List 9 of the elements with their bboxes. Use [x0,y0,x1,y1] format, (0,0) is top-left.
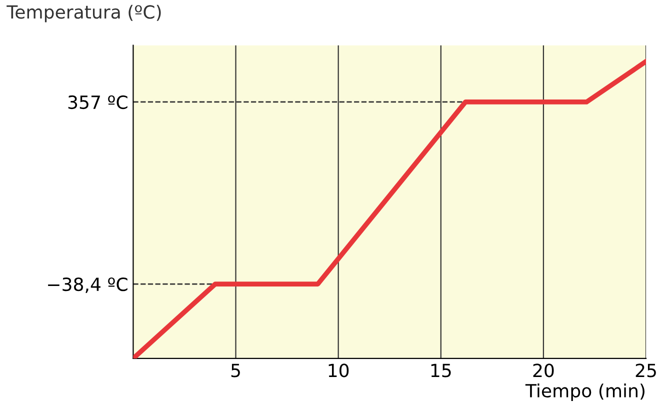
x-axis-title: Tiempo (min) [525,384,644,402]
y-tick-label: 357 ºC [68,95,128,110]
y-axis-title: Temperatura (ºC) [6,4,161,22]
x-tick-label: 10 [328,364,349,378]
y-tick-label: −38,4 ºC [48,277,128,293]
x-tick-label: 20 [533,364,554,378]
x-tick-label: 25 [636,364,656,378]
x-tick-label: 15 [431,364,451,378]
x-tick-label: 5 [231,364,240,378]
